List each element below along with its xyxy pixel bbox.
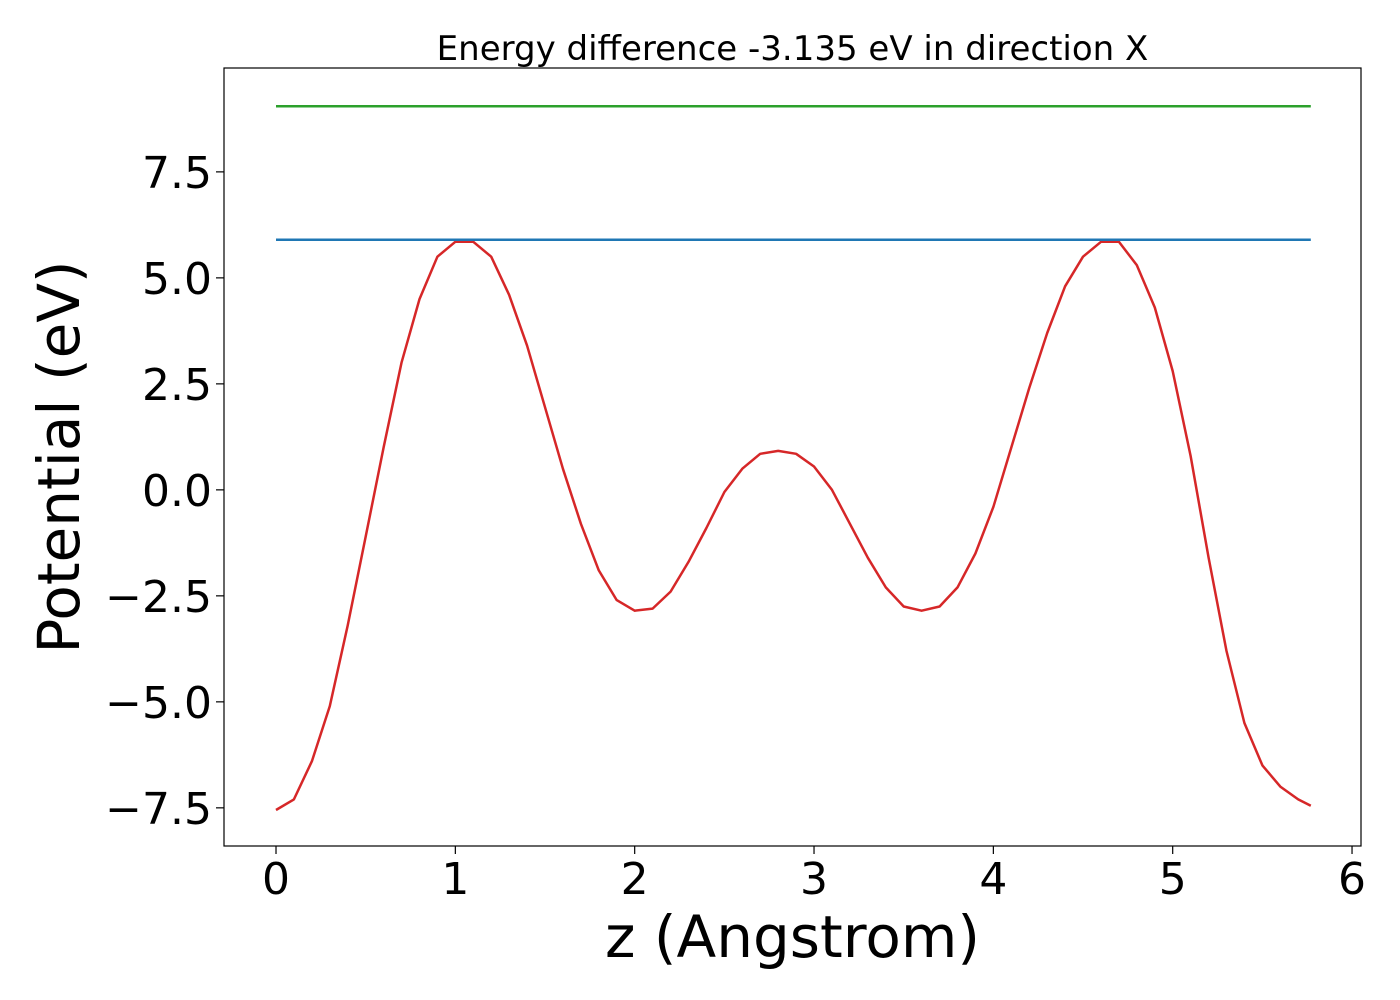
x-axis-label: z (Angstrom) xyxy=(605,903,980,971)
y-tick-label: 2.5 xyxy=(142,360,212,411)
series-line-0 xyxy=(275,240,1312,812)
y-tick-label: 5.0 xyxy=(142,254,212,305)
x-tick-label: 5 xyxy=(1159,854,1187,905)
x-tick-label: 1 xyxy=(441,854,469,905)
series-layer xyxy=(275,104,1312,812)
y-tick-label: −7.5 xyxy=(105,784,212,835)
plot-frame xyxy=(223,67,1362,847)
x-tick-label: 3 xyxy=(800,854,828,905)
y-axis-ticks: −7.5 −5.0 −2.5 0.0 2.5 5.0 7.5 xyxy=(105,148,224,835)
chart-title: Energy difference -3.135 eV in direction… xyxy=(437,29,1149,69)
x-tick-label: 6 xyxy=(1338,854,1366,905)
x-axis-ticks: 0 1 2 3 4 5 6 xyxy=(262,846,1366,905)
x-tick-label: 4 xyxy=(979,854,1007,905)
y-axis-label: Potential (eV) xyxy=(25,260,93,653)
y-tick-label: −5.0 xyxy=(105,678,212,729)
y-tick-label: 7.5 xyxy=(142,148,212,199)
x-tick-label: 0 xyxy=(262,854,290,905)
y-tick-label: −2.5 xyxy=(105,572,212,623)
y-tick-label: 0.0 xyxy=(142,466,212,517)
x-tick-label: 2 xyxy=(621,854,649,905)
